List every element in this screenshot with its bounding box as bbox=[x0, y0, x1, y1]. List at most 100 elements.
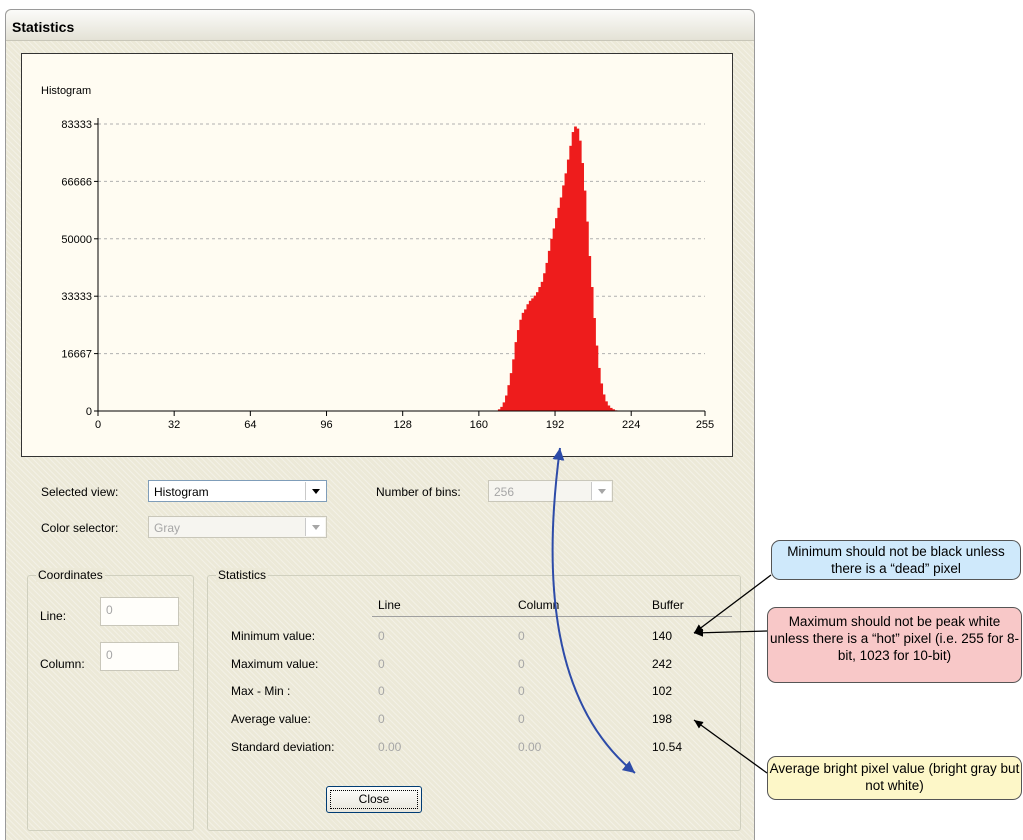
x-tick-label: 160 bbox=[470, 419, 488, 431]
y-tick-label: 33333 bbox=[61, 291, 92, 303]
row-max-buffer: 242 bbox=[652, 657, 673, 671]
row-avg-column: 0 bbox=[518, 712, 525, 726]
number-of-bins-value: 256 bbox=[494, 485, 515, 499]
row-min-buffer: 140 bbox=[652, 629, 673, 643]
histogram-bar bbox=[557, 207, 561, 411]
y-tick-label: 0 bbox=[86, 406, 92, 418]
dropdown-button[interactable] bbox=[591, 482, 611, 500]
histogram-bar bbox=[612, 409, 615, 411]
x-tick-label: 192 bbox=[546, 419, 564, 431]
histogram-bar bbox=[531, 298, 535, 411]
histogram-bar bbox=[521, 312, 525, 411]
histogram-bar bbox=[509, 373, 513, 411]
histogram-bar bbox=[574, 126, 577, 411]
line-label: Line: bbox=[40, 609, 67, 623]
color-selector-label: Color selector: bbox=[41, 521, 119, 535]
chart-title: Histogram bbox=[41, 85, 91, 97]
row-label-range: Max - Min : bbox=[231, 684, 291, 698]
y-tick-label: 50000 bbox=[61, 234, 92, 246]
dropdown-button[interactable] bbox=[305, 518, 325, 536]
coordinates-title: Coordinates bbox=[36, 568, 105, 582]
x-tick-label: 224 bbox=[622, 419, 640, 431]
line-input[interactable]: 0 bbox=[100, 597, 179, 626]
color-selector-dropdown[interactable]: Gray bbox=[148, 516, 327, 538]
row-label-maximum: Maximum value: bbox=[231, 657, 319, 671]
histogram-bar bbox=[564, 173, 568, 411]
number-of-bins-dropdown[interactable]: 256 bbox=[488, 480, 613, 502]
row-max-column: 0 bbox=[518, 657, 525, 671]
histogram-bar bbox=[588, 256, 592, 411]
number-of-bins-label: Number of bins: bbox=[376, 485, 461, 499]
callout-average: Average bright pixel value (bright gray … bbox=[767, 756, 1022, 800]
statistics-group: Statistics bbox=[207, 568, 741, 831]
focus-rect bbox=[330, 790, 418, 809]
histogram-bar bbox=[543, 273, 546, 411]
row-avg-line: 0 bbox=[378, 712, 385, 726]
histogram-bar bbox=[505, 395, 508, 411]
x-tick-label: 0 bbox=[95, 419, 101, 431]
histogram-bar bbox=[519, 319, 523, 411]
row-min-column: 0 bbox=[518, 629, 525, 643]
histogram-bar bbox=[550, 238, 554, 411]
row-max-line: 0 bbox=[378, 657, 385, 671]
histogram-bar bbox=[593, 318, 596, 411]
x-tick-label: 255 bbox=[696, 419, 714, 431]
histogram-bar bbox=[545, 262, 549, 411]
header-buffer: Buffer bbox=[652, 598, 684, 612]
histogram-bar bbox=[507, 385, 511, 411]
close-label: Close bbox=[358, 792, 390, 806]
row-label-stddev: Standard deviation: bbox=[231, 740, 335, 754]
callout-minimum-text: Minimum should not be black unless there… bbox=[787, 544, 1005, 576]
histogram-bar bbox=[524, 309, 527, 411]
histogram-bar bbox=[540, 281, 544, 411]
column-label: Column: bbox=[40, 657, 85, 671]
x-tick-label: 128 bbox=[394, 419, 412, 431]
y-tick-label: 83333 bbox=[61, 119, 92, 131]
callout-maximum: Maximum should not be peak white unless … bbox=[767, 607, 1022, 683]
histogram-bar bbox=[514, 342, 518, 411]
color-selector-value: Gray bbox=[154, 521, 181, 535]
line-input-value: 0 bbox=[106, 603, 113, 617]
selected-view-label: Selected view: bbox=[41, 485, 119, 499]
header-column: Column bbox=[518, 598, 560, 612]
histogram-bar bbox=[516, 330, 520, 411]
histogram-bar bbox=[602, 394, 606, 411]
histogram-bar bbox=[581, 163, 584, 411]
histogram-bar bbox=[562, 185, 565, 411]
chevron-down-icon bbox=[598, 489, 606, 494]
histogram-bar bbox=[528, 300, 532, 411]
title-bar: Statistics bbox=[6, 10, 754, 41]
callout-minimum: Minimum should not be black unless there… bbox=[771, 540, 1021, 580]
histogram-bar bbox=[512, 359, 515, 411]
histogram-bar bbox=[605, 401, 608, 411]
selected-view-dropdown[interactable]: Histogram bbox=[148, 480, 327, 502]
y-tick-label: 66666 bbox=[61, 176, 92, 188]
histogram-bar bbox=[533, 295, 537, 411]
row-min-line: 0 bbox=[378, 629, 385, 643]
header-line: Line bbox=[378, 598, 401, 612]
dropdown-button[interactable] bbox=[305, 482, 325, 500]
histogram-bar bbox=[595, 345, 599, 411]
histogram-bar bbox=[578, 140, 582, 411]
histogram-bar bbox=[500, 406, 504, 411]
row-label-average: Average value: bbox=[231, 712, 311, 726]
header-divider bbox=[372, 616, 732, 617]
x-tick-label: 32 bbox=[168, 419, 180, 431]
histogram-bar bbox=[609, 407, 613, 411]
callout-maximum-text: Maximum should not be peak white unless … bbox=[769, 614, 1020, 663]
column-input[interactable]: 0 bbox=[100, 642, 179, 671]
histogram-bar bbox=[571, 132, 575, 411]
row-std-buffer: 10.54 bbox=[652, 740, 683, 754]
row-std-column: 0.00 bbox=[518, 740, 542, 754]
row-std-line: 0.00 bbox=[378, 740, 402, 754]
histogram-bar bbox=[559, 197, 563, 411]
histogram-bar bbox=[583, 190, 587, 411]
close-button[interactable]: Close bbox=[326, 786, 422, 813]
row-range-buffer: 102 bbox=[652, 684, 673, 698]
x-tick-label: 96 bbox=[320, 419, 332, 431]
callout-average-text: Average bright pixel value (bright gray … bbox=[769, 761, 1020, 793]
x-tick-label: 64 bbox=[244, 419, 256, 431]
histogram-bar bbox=[597, 367, 601, 411]
histogram-bar bbox=[585, 221, 589, 411]
histogram-bar bbox=[590, 287, 594, 411]
